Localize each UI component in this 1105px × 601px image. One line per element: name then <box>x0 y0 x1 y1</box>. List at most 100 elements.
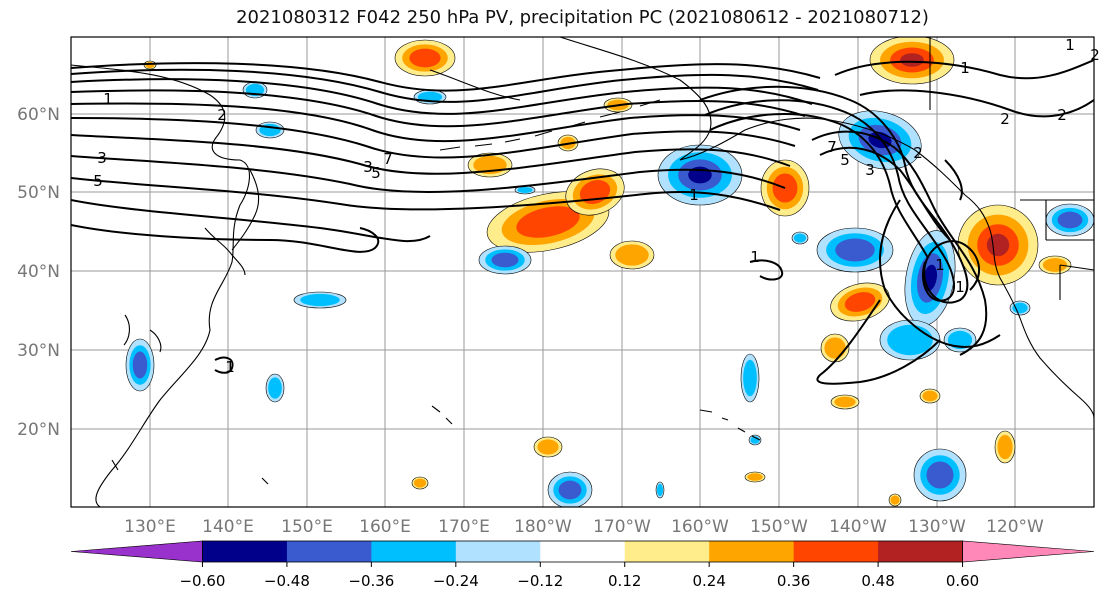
colorbar-segment <box>540 541 626 562</box>
precip-anomaly-patch <box>615 244 649 266</box>
longitude-label: 140°W <box>829 517 887 537</box>
colorbar-tick-label: 0.36 <box>777 572 810 590</box>
pv-contour-label: 7 <box>827 138 837 156</box>
precip-anomaly-patch <box>268 377 282 399</box>
colorbar-segment <box>793 541 879 562</box>
pv-contour-label: 3 <box>97 149 107 167</box>
precip-anomaly-patch <box>558 480 582 500</box>
pv-contour-label: 5 <box>93 172 103 190</box>
longitude-label: 160°E <box>359 517 411 537</box>
colorbar-tick-label: 0.48 <box>861 572 894 590</box>
map-frame <box>70 36 1095 508</box>
precip-anomaly-patch <box>413 478 427 488</box>
longitude-label: 120°W <box>986 517 1044 537</box>
pv-contour-label: 1 <box>750 248 760 266</box>
precip-anomaly-patch <box>132 351 148 379</box>
longitude-label: 170°W <box>593 517 651 537</box>
precip-anomaly-patch <box>517 186 533 194</box>
pv-contour-label: 7 <box>383 150 393 168</box>
precip-anomaly-patch <box>890 495 900 505</box>
precip-anomaly-patch <box>491 252 519 268</box>
latitude-label: 20°N <box>17 420 60 440</box>
colorbar-segment <box>709 541 795 562</box>
longitude-label: 150°W <box>750 517 808 537</box>
precip-anomaly-patch <box>537 439 559 455</box>
colorbar-tick-label: 0.12 <box>608 572 641 590</box>
precip-anomaly-patch <box>926 461 954 489</box>
coastlines <box>71 37 1094 507</box>
colorbar-tick-label: −0.24 <box>433 572 479 590</box>
precip-anomaly-patch <box>1012 302 1028 314</box>
pv-contour-label: 1 <box>960 59 970 77</box>
precipitation-anomaly-shading <box>125 37 1094 507</box>
precip-anomaly-patch <box>1057 211 1083 229</box>
colorbar-segment <box>371 541 457 562</box>
latitude-label: 30°N <box>17 341 60 361</box>
precip-anomaly-patch <box>922 390 938 402</box>
precip-anomaly-patch <box>834 396 856 408</box>
pv-contour-label: 5 <box>840 151 850 169</box>
precip-anomaly-patch <box>516 206 580 238</box>
precip-anomaly-patch <box>793 233 807 243</box>
colorbar-segment <box>962 540 1095 563</box>
precip-anomaly-patch <box>997 434 1013 460</box>
precip-anomaly-patch <box>656 483 664 497</box>
colorbar-tick-label: −0.36 <box>348 572 394 590</box>
precip-anomaly-patch <box>947 330 973 350</box>
precip-anomaly-patch <box>747 473 763 481</box>
longitude-label: 130°E <box>124 517 176 537</box>
latitude-label: 40°N <box>17 262 60 282</box>
colorbar-tick-label: −0.60 <box>179 572 225 590</box>
colorbar-segment <box>286 541 372 562</box>
longitude-label: 160°W <box>671 517 729 537</box>
precip-anomaly-patch <box>409 48 441 68</box>
pv-contour-label: 1 <box>1065 36 1075 54</box>
precip-anomaly-patch <box>986 233 1010 257</box>
map-title: 2021080312 F042 250 hPa PV, precipitatio… <box>236 7 929 28</box>
colorbar-segment <box>624 541 710 562</box>
precip-anomaly-patch <box>300 293 340 307</box>
pv-contour-label: 2 <box>1057 106 1067 124</box>
precip-anomaly-patch <box>743 359 757 397</box>
colorbar-segment <box>878 541 964 562</box>
precip-anomaly-patch <box>1042 258 1068 272</box>
pv-contour-label: 2 <box>217 106 227 124</box>
pv-contour-label: 1 <box>103 90 113 108</box>
pv-contour-label: 2 <box>1090 46 1100 64</box>
colorbar-segment <box>202 541 288 562</box>
colorbar-tick-labels: −0.60 −0.48 −0.36 −0.24 −0.12 0.12 0.24 0.36 0.4… <box>179 562 979 590</box>
pv-contour-label: 2 <box>913 144 923 162</box>
colorbar-tick-label: 0.60 <box>946 572 979 590</box>
colorbar-segment <box>455 541 541 562</box>
pv-contour-label: 3 <box>363 158 373 176</box>
latitude-label: 60°N <box>17 105 60 125</box>
latitude-label: 50°N <box>17 183 60 203</box>
longitude-label: 150°E <box>281 517 333 537</box>
longitude-label: 170°E <box>438 517 490 537</box>
pv-contour-label: 1 <box>225 358 235 376</box>
precip-anomaly-patch <box>824 337 846 359</box>
longitude-label: 130°W <box>908 517 966 537</box>
longitude-labels: 130°E 140°E 150°E 160°E 170°E 180°W 170°W 160°W… <box>124 517 1044 537</box>
pv-contour-label: 2 <box>1000 110 1010 128</box>
pv-contour-label: 1 <box>689 186 699 204</box>
colorbar-tick-label: 0.24 <box>692 572 725 590</box>
colorbar-outline <box>202 540 963 563</box>
pv-contour-label: 1 <box>935 256 945 274</box>
pv-contour-label: 5 <box>371 164 381 182</box>
latitude-labels: 60°N 50°N 40°N 30°N 20°N <box>17 105 60 440</box>
precip-anomaly-patch <box>900 53 924 67</box>
precip-anomaly-patch <box>835 238 875 262</box>
colorbar-segment <box>70 540 203 563</box>
pv-contour-label: 3 <box>865 161 875 179</box>
colorbar-tick-label: −0.48 <box>264 572 310 590</box>
pv-contours <box>71 59 1094 385</box>
colorbar <box>70 540 1095 563</box>
longitude-label: 140°E <box>202 517 254 537</box>
precip-anomaly-patch <box>887 324 933 356</box>
longitude-label: 180°W <box>514 517 572 537</box>
colorbar-tick-label: −0.12 <box>517 572 563 590</box>
pv-contour-label: 1 <box>955 278 965 296</box>
